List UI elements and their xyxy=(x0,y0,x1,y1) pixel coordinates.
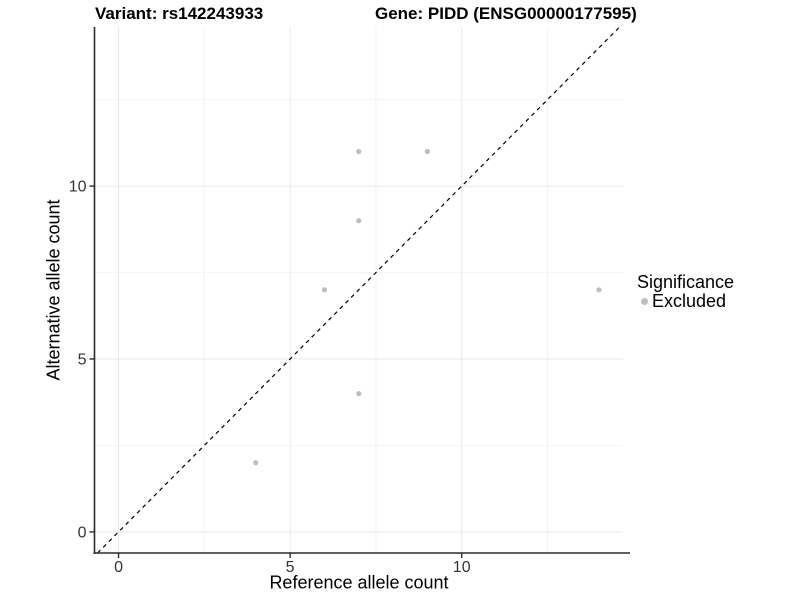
y-tick-label: 10 xyxy=(69,179,87,196)
x-tick-label: 0 xyxy=(114,559,123,576)
legend-entry-label: Excluded xyxy=(652,291,727,311)
gene-title: Gene: PIDD (ENSG00000177595) xyxy=(375,4,637,23)
data-point xyxy=(356,218,362,224)
data-point xyxy=(356,390,362,397)
data-point xyxy=(321,287,328,293)
x-tick-label: 5 xyxy=(286,559,295,576)
legend: Significance Excluded xyxy=(637,272,734,311)
identity-line xyxy=(97,26,620,554)
x-tick-label: 10 xyxy=(453,559,471,576)
data-point xyxy=(596,287,602,293)
y-tick-label: 5 xyxy=(78,352,87,369)
y-axis-title: Alternative allele count xyxy=(43,199,64,381)
legend-entry: Excluded xyxy=(637,292,734,311)
data-point xyxy=(253,460,259,466)
data-point xyxy=(356,148,362,155)
legend-key-dot xyxy=(641,298,648,305)
x-axis-title: Reference allele count xyxy=(269,572,449,593)
variant-title: Variant: rs142243933 xyxy=(95,4,264,23)
data-point xyxy=(424,148,430,155)
y-tick-label: 0 xyxy=(78,525,87,542)
legend-title: Significance xyxy=(637,272,735,292)
